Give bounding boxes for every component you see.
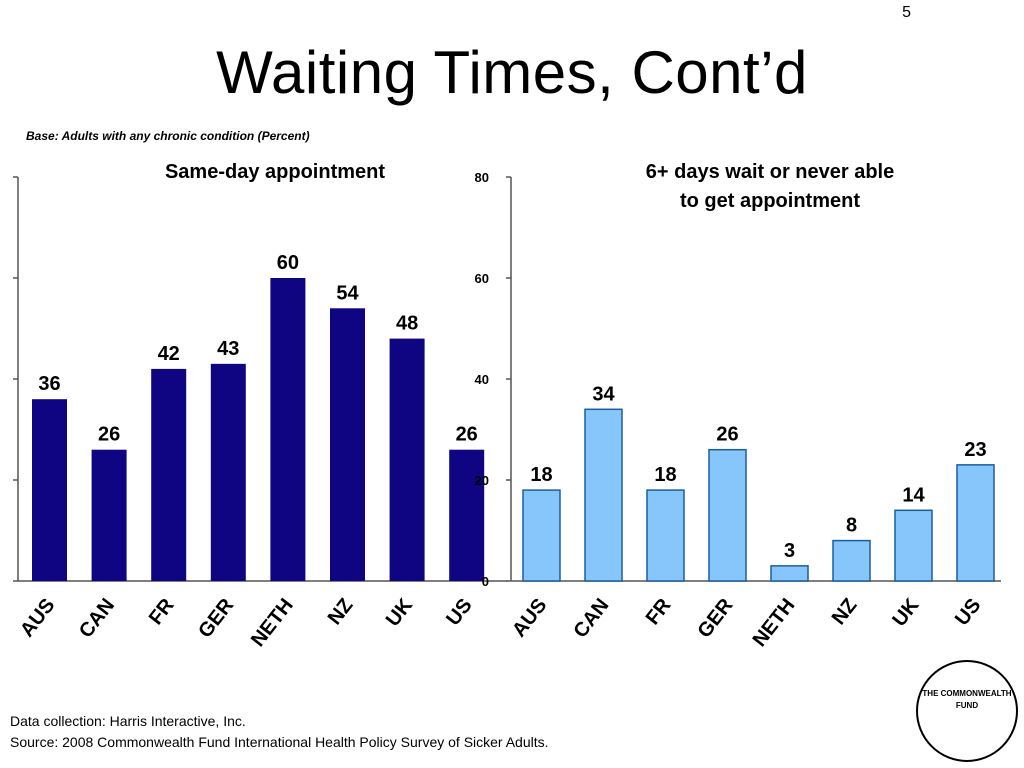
six-plus-days-wait-chart: 0 20 40 60 80 18 AUS 34 CAN 18 FR 26 GER 3 NETH 8 NZ 14 UK… [475, 170, 1001, 651]
bar-nz [330, 308, 365, 581]
bar-ger [708, 448, 747, 582]
logo-line-1: THE COMMONWEALTH [922, 689, 1012, 698]
value-label: 43 [217, 338, 239, 360]
category-label: GER [194, 594, 238, 642]
slide-number: 5 [902, 4, 911, 21]
value-label: 34 [592, 383, 615, 405]
y-tick-label: 0 [482, 574, 489, 589]
bar-nz [832, 539, 871, 582]
bar-us [956, 464, 995, 582]
category-label: CAN [569, 595, 613, 643]
value-label: 36 [38, 373, 60, 395]
y-tick-label: 40 [475, 372, 489, 387]
value-label: 60 [277, 252, 299, 274]
bar-neth [770, 565, 809, 582]
bar-ger [210, 363, 246, 581]
logo-line-2: FUND [955, 701, 979, 710]
category-label: NZ [324, 595, 358, 630]
category-label: NETH [247, 595, 298, 651]
footer: Data collection: Harris Interactive, Inc… [10, 711, 549, 753]
category-label: UK [382, 594, 417, 631]
value-label: 26 [98, 424, 120, 446]
y-tick-label: 60 [475, 271, 489, 286]
category-label: FR [642, 594, 676, 629]
bar-uk [389, 338, 425, 581]
bar-can [584, 408, 623, 582]
bar-fr [151, 368, 187, 581]
value-label: 8 [846, 515, 857, 537]
value-label: 18 [530, 464, 552, 486]
commonwealth-fund-logo: THE COMMONWEALTH FUND [916, 660, 1018, 762]
right-chart-title: 6+ days wait or never able to get appoin… [590, 158, 950, 216]
left-chart-title: Same-day appointment [164, 161, 386, 183]
category-label: FR [145, 594, 179, 629]
bar-can [91, 449, 127, 581]
category-label: US [442, 595, 476, 630]
slide-title: Waiting Times, Cont’d [216, 39, 808, 106]
value-label: 18 [654, 464, 676, 486]
value-label: 54 [336, 282, 359, 304]
bar-us [449, 449, 485, 581]
category-label: AUS [508, 595, 551, 642]
bar-aus [522, 489, 561, 582]
bar-uk [894, 509, 933, 582]
category-label: US [951, 595, 985, 630]
category-label: GER [693, 594, 737, 642]
footer-data-collection: Data collection: Harris Interactive, Inc… [10, 713, 246, 729]
category-label: AUS [16, 595, 59, 642]
bar-neth [270, 278, 306, 581]
category-label: UK [888, 594, 923, 631]
value-label: 26 [456, 424, 478, 446]
right-chart-title-line-1: 6+ days wait or never able [645, 161, 895, 183]
category-label: NZ [828, 595, 862, 630]
category-label: CAN [75, 595, 119, 643]
value-label: 3 [784, 540, 795, 562]
category-label: NETH [749, 595, 800, 651]
value-label: 48 [396, 313, 418, 335]
y-tick-label: 20 [475, 473, 489, 488]
value-label: 23 [964, 439, 986, 461]
base-note: Base: Adults with any chronic condition … [26, 129, 310, 143]
same-day-appointment-chart: 36 AUS 26 CAN 42 FR 43 GER 60 NETH 54 NZ 48 UK 26 US [13, 176, 508, 651]
bar-aus [32, 399, 67, 581]
value-label: 42 [158, 343, 180, 365]
right-chart-title-line-2: to get appointment [680, 190, 860, 212]
value-label: 14 [902, 484, 925, 506]
value-label: 26 [716, 424, 738, 446]
y-tick-label: 80 [475, 170, 489, 185]
footer-source: Source: 2008 Commonwealth Fund Internati… [10, 734, 549, 750]
bar-fr [646, 489, 685, 582]
